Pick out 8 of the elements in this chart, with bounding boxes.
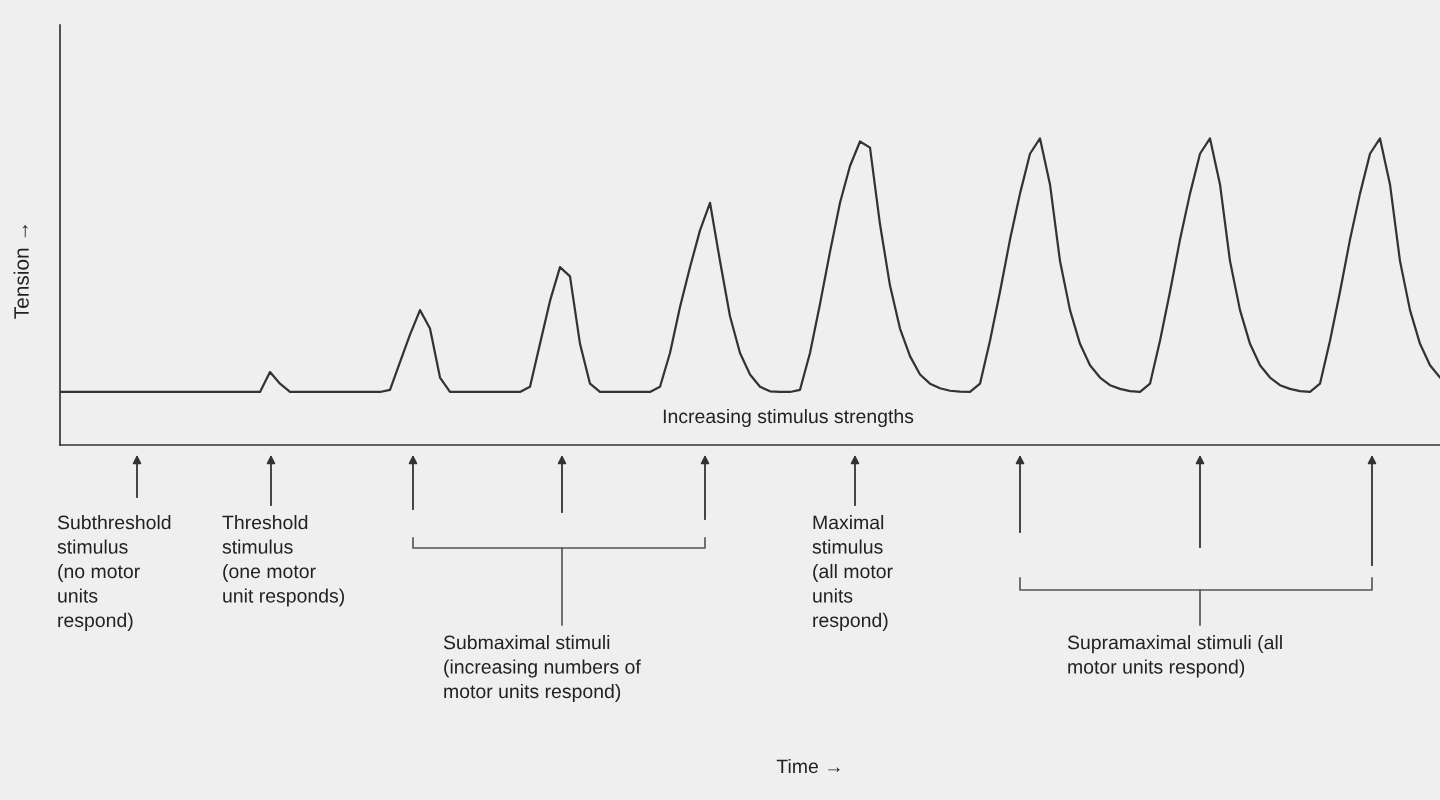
text: Maximal stimulus (all motor units respond) [812,515,893,631]
text: Time → [776,758,840,774]
text: Subthreshold stimulus (no motor units respond) [57,515,171,631]
text: Threshold stimulus (one motor unit responds) [222,515,345,607]
text: Supramaximal stimuli (all motor units respond) [1067,635,1282,678]
y-axis-title: Tension → [13,225,29,319]
annotation: Increasing stimulus strengths [663,408,914,428]
text: Submaximal stimuli (increasing numbers of motor units respond) [443,635,641,703]
